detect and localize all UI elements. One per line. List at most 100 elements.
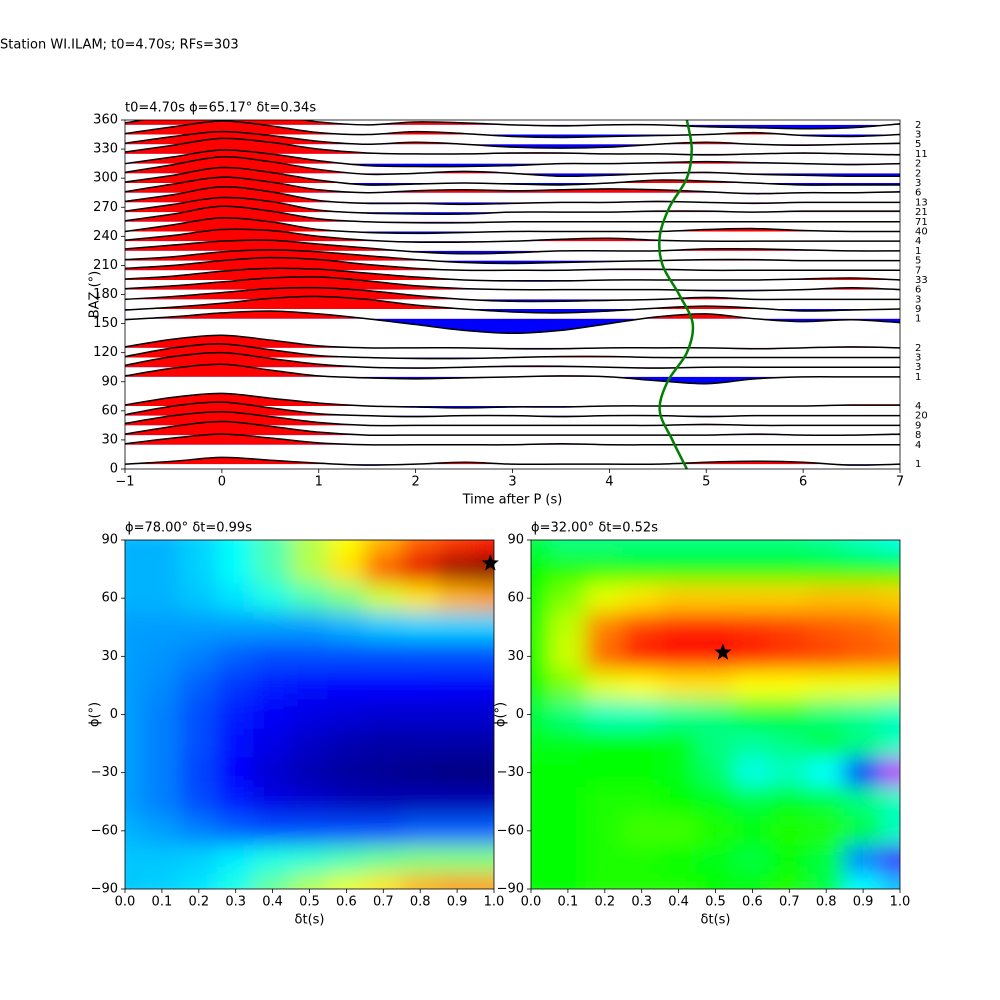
trace-count: 5 bbox=[915, 256, 921, 267]
heatmap-cell bbox=[881, 815, 900, 846]
x-axis-label: δt(s) bbox=[295, 913, 325, 928]
heatmap-cell bbox=[844, 554, 883, 585]
heatmap-cell bbox=[696, 583, 735, 614]
heatmap-cell bbox=[216, 699, 255, 730]
heatmap-cell bbox=[881, 786, 900, 817]
trace-count: 33 bbox=[915, 275, 928, 286]
heatmap-cell bbox=[696, 641, 735, 672]
x-tick-label: 0.5 bbox=[299, 895, 320, 910]
y-tick-label: 30 bbox=[507, 649, 524, 664]
heatmap-cell bbox=[585, 612, 624, 643]
x-tick-label: 0.3 bbox=[225, 895, 246, 910]
heatmap-cell bbox=[696, 670, 735, 701]
heatmap-cell bbox=[253, 540, 292, 556]
trace bbox=[125, 149, 900, 168]
heatmap-cell bbox=[585, 844, 624, 875]
heatmap-cell bbox=[327, 612, 366, 643]
heatmap-cell bbox=[142, 873, 181, 889]
positive-fill bbox=[125, 167, 755, 184]
trace-count: 5 bbox=[915, 139, 921, 150]
chart-title: t0=4.70s ϕ=65.17° δt=0.34s bbox=[125, 101, 316, 116]
y-tick-label: 60 bbox=[507, 591, 524, 606]
heatmap-cell bbox=[179, 873, 218, 889]
heatmap-cell bbox=[548, 873, 587, 889]
y-tick-label: 0 bbox=[110, 707, 118, 722]
heatmap-cell bbox=[770, 554, 809, 585]
trace bbox=[125, 334, 900, 350]
heatmap-cell bbox=[438, 873, 477, 889]
trace bbox=[125, 156, 900, 178]
heatmap-cell bbox=[438, 757, 477, 788]
heatmap-cell bbox=[438, 641, 477, 672]
heatmap-cell bbox=[179, 699, 218, 730]
heatmap-cell bbox=[216, 844, 255, 875]
heatmap-cell bbox=[696, 815, 735, 846]
heatmap-cell bbox=[438, 612, 477, 643]
heatmap-cell bbox=[548, 540, 587, 556]
heatmap-cell bbox=[125, 612, 144, 643]
heatmap-cell bbox=[531, 815, 550, 846]
trace-count: 9 bbox=[915, 420, 921, 431]
heatmap-cell bbox=[733, 699, 772, 730]
chart-title: ϕ=78.00° δt=0.99s bbox=[125, 521, 252, 536]
x-tick-label: 0.9 bbox=[853, 895, 874, 910]
heatmap-cell bbox=[548, 757, 587, 788]
heatmap-cell bbox=[844, 728, 883, 759]
heatmap-cell bbox=[770, 540, 809, 556]
x-tick-label: 0.1 bbox=[558, 895, 579, 910]
x-tick-label: 0.0 bbox=[115, 895, 136, 910]
heatmap-cell bbox=[531, 670, 550, 701]
heatmap-cell bbox=[659, 815, 698, 846]
positive-fill bbox=[125, 402, 803, 416]
plot-area bbox=[531, 540, 900, 889]
heatmap-cell bbox=[696, 612, 735, 643]
heatmap-cell bbox=[733, 670, 772, 701]
trace bbox=[125, 456, 900, 466]
heatmap-cell bbox=[622, 670, 661, 701]
y-tick-label: 300 bbox=[93, 171, 118, 186]
heatmap-cell bbox=[125, 670, 144, 701]
heatmap-cell bbox=[327, 728, 366, 759]
heatmap-cell bbox=[438, 540, 477, 556]
heatmap-cell bbox=[327, 540, 366, 556]
heatmap-cell bbox=[548, 670, 587, 701]
heatmap-cells bbox=[531, 540, 900, 889]
heatmap-cell bbox=[622, 873, 661, 889]
heatmap-cell bbox=[585, 728, 624, 759]
x-tick-label: 0.2 bbox=[188, 895, 209, 910]
heatmap-cell bbox=[585, 699, 624, 730]
x-tick-label: 0.5 bbox=[705, 895, 726, 910]
x-tick-label: 5 bbox=[702, 475, 710, 490]
figure-title: Station WI.ILAM; t0=4.70s; RFs=303 bbox=[0, 38, 239, 53]
heatmap-cell bbox=[179, 612, 218, 643]
y-tick-label: 0 bbox=[516, 707, 524, 722]
trace-count: 21 bbox=[915, 207, 928, 218]
trace-count: 2 bbox=[915, 120, 921, 131]
heatmap-cell bbox=[125, 786, 144, 817]
trace-count: 8 bbox=[915, 430, 921, 441]
heatmap-cell bbox=[548, 612, 587, 643]
trace bbox=[125, 392, 900, 409]
trace bbox=[125, 120, 900, 139]
heatmap-cell bbox=[438, 670, 477, 701]
trace-count: 4 bbox=[915, 440, 921, 451]
heatmap-cell bbox=[770, 641, 809, 672]
heatmap-cell bbox=[659, 670, 698, 701]
heatmap-cell bbox=[475, 583, 494, 614]
heatmap-cell bbox=[327, 583, 366, 614]
heatmap-cell bbox=[253, 699, 292, 730]
y-tick-label: 0 bbox=[110, 462, 118, 477]
heatmap-cell bbox=[142, 786, 181, 817]
trace-count: 3 bbox=[915, 178, 921, 189]
negative-fill bbox=[512, 124, 890, 129]
heatmap-cell bbox=[696, 728, 735, 759]
trace bbox=[125, 286, 900, 303]
trace bbox=[125, 186, 900, 206]
y-tick-label: 60 bbox=[101, 591, 118, 606]
heatmap-cell bbox=[142, 612, 181, 643]
trace bbox=[125, 249, 900, 265]
heatmap-cell bbox=[548, 554, 587, 585]
x-tick-label: −1 bbox=[115, 475, 134, 490]
